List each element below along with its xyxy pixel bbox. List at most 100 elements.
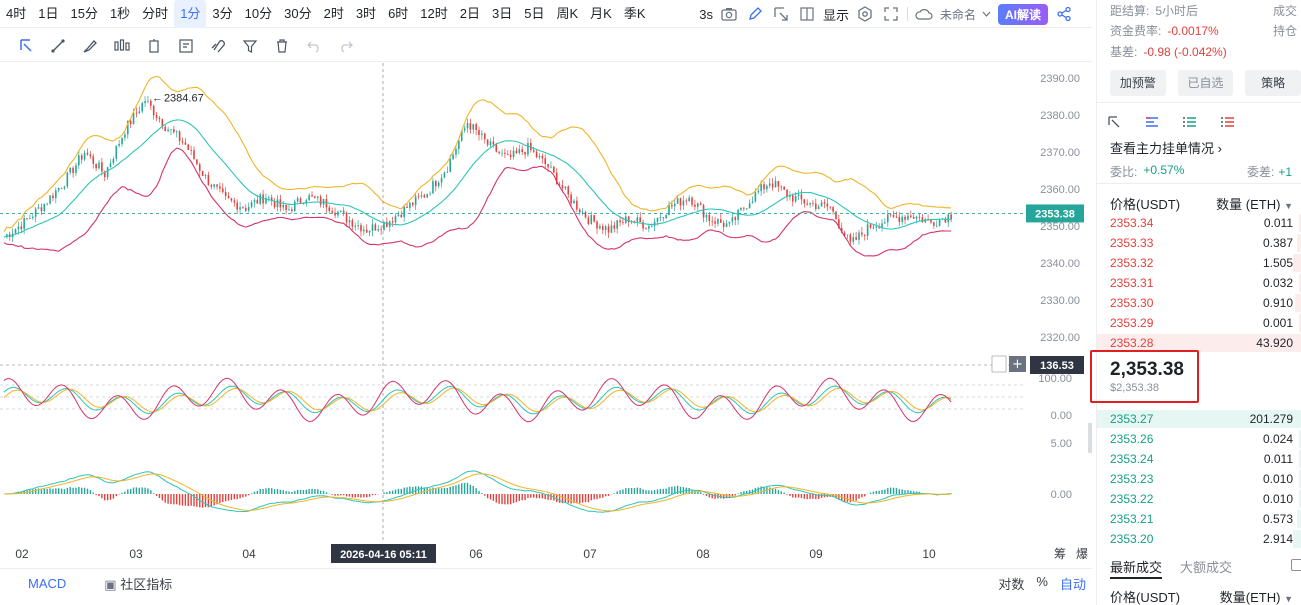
cursor-icon[interactable] <box>16 36 36 56</box>
orderbook-both-icon[interactable] <box>1143 113 1161 131</box>
bid-row[interactable]: 2353.20 2.914 <box>1097 529 1301 549</box>
layout-name[interactable]: 未命名 <box>939 7 976 22</box>
filter-checkbox[interactable] <box>1291 559 1301 571</box>
camera-icon[interactable] <box>719 4 739 24</box>
add-alert-button[interactable]: 加预警 <box>1110 70 1166 96</box>
timeframe-15[interactable]: 5日 <box>524 5 545 21</box>
ruler-icon[interactable] <box>144 36 164 56</box>
add-pane-icon[interactable] <box>1009 356 1026 372</box>
timeframe-16[interactable]: 周K <box>556 5 579 21</box>
timeframe-5[interactable]: 1分 <box>174 0 207 28</box>
brush-icon[interactable] <box>80 36 100 56</box>
orderbook-bids-icon[interactable] <box>1181 113 1199 131</box>
candle-body <box>342 210 345 213</box>
ai-analysis-button[interactable]: AI解读 <box>997 3 1048 25</box>
main-orders-link[interactable]: 查看主力挂单情况 › <box>1097 132 1301 157</box>
bid-row[interactable]: 2353.26 0.024 <box>1097 429 1301 449</box>
ask-row[interactable]: 2353.28 43.920 <box>1097 333 1301 353</box>
panel-collapse-handle[interactable] <box>1088 423 1092 453</box>
candle-body <box>75 165 77 174</box>
select-box-icon[interactable] <box>771 4 791 24</box>
timeframe-9[interactable]: 2时 <box>323 5 344 21</box>
percent-scale-toggle[interactable]: % <box>1036 574 1048 589</box>
orderbook-asks-icon[interactable] <box>1219 113 1237 131</box>
ask-row[interactable]: 2353.32 1.505 <box>1097 253 1301 273</box>
price-chart[interactable]: 2390.00 2380.00 2370.00 2360.00 2350.00 2340.… <box>0 63 1092 568</box>
timeframe-17[interactable]: 月K <box>590 5 612 21</box>
candle-body <box>403 206 405 218</box>
candle-body <box>435 180 437 187</box>
watchlist-button[interactable]: 已自选 <box>1177 70 1234 96</box>
macd-indicator-tab[interactable]: MACD <box>28 576 67 591</box>
candle-body <box>725 223 728 227</box>
timeframe-13[interactable]: 2日 <box>459 5 480 21</box>
tab-latest-trades[interactable]: 最新成交 <box>1110 557 1163 579</box>
bid-row[interactable]: 2353.24 0.011 <box>1097 449 1301 469</box>
timeframe-8[interactable]: 30分 <box>284 5 312 21</box>
candle-body <box>152 105 155 116</box>
timeframe-18[interactable]: 季K <box>623 5 646 21</box>
undo-icon[interactable] <box>304 36 324 56</box>
fullscreen-icon[interactable] <box>881 4 901 24</box>
candle-body <box>509 154 512 158</box>
timeframe-7[interactable]: 10分 <box>244 5 273 21</box>
refresh-interval[interactable]: 3s <box>699 6 713 22</box>
log-scale-toggle[interactable]: 对数 <box>998 577 1025 592</box>
candle-body <box>213 184 215 187</box>
trades-qty-header[interactable]: 数量(ETH) ▼ <box>1220 587 1293 605</box>
ask-row[interactable]: 2353.30 0.910 <box>1097 293 1301 313</box>
price-tick-label: 2340.00 <box>1040 258 1080 270</box>
ask-row[interactable]: 2353.31 0.032 <box>1097 273 1301 293</box>
ask-row[interactable]: 2353.33 0.387 <box>1097 233 1301 253</box>
magnet-icon[interactable] <box>208 36 228 56</box>
candle-body <box>544 158 547 165</box>
orderbook-qty-header[interactable]: 数量 (ETH) ▼ <box>1216 194 1293 213</box>
line-icon[interactable] <box>48 36 68 56</box>
timeframe-3[interactable]: 1秒 <box>109 5 131 21</box>
strategy-button[interactable]: 策略 <box>1245 70 1301 96</box>
share-icon[interactable] <box>1054 4 1074 24</box>
candle-body <box>881 223 883 228</box>
note-icon[interactable] <box>176 36 196 56</box>
liquidation-toggle[interactable]: 爆 <box>1076 547 1088 561</box>
bid-row[interactable]: 2353.23 0.010 <box>1097 469 1301 489</box>
cloud-icon[interactable] <box>914 4 934 24</box>
timeframe-11[interactable]: 6时 <box>388 5 409 21</box>
candles-icon[interactable] <box>112 36 132 56</box>
crosshair-time-label: 2026-04-16 05:11 <box>340 549 427 561</box>
timeframe-6[interactable]: 3分 <box>212 5 233 21</box>
timeframe-1[interactable]: 1日 <box>38 5 59 21</box>
pen-icon[interactable] <box>745 4 765 24</box>
chevron-down-icon[interactable] <box>982 4 992 24</box>
ask-row[interactable]: 2353.29 0.001 <box>1097 313 1301 333</box>
timeframe-0[interactable]: 4时 <box>6 5 27 21</box>
trash-icon[interactable] <box>272 36 292 56</box>
chip-distribution-toggle[interactable]: 筹 <box>1054 547 1066 561</box>
candle-body <box>155 115 158 118</box>
timeframe-4[interactable]: 分时 <box>142 5 169 21</box>
auto-scale-toggle[interactable]: 自动 <box>1059 577 1086 592</box>
candle-body <box>613 225 616 229</box>
timeframe-12[interactable]: 12时 <box>420 5 448 21</box>
expand-pane-icon[interactable] <box>991 355 1007 373</box>
candle-body <box>14 229 17 234</box>
redo-icon[interactable] <box>336 36 356 56</box>
ask-row[interactable]: 2353.34 0.011 <box>1097 213 1301 233</box>
candle-body <box>458 140 460 150</box>
pin-icon[interactable] <box>1105 113 1123 131</box>
bid-row[interactable]: 2353.22 0.010 <box>1097 489 1301 509</box>
bollinger-upper-line <box>3 75 952 232</box>
bid-row[interactable]: 2353.27 201.279 <box>1097 409 1301 429</box>
bid-row[interactable]: 2353.21 0.573 <box>1097 509 1301 529</box>
settings-icon[interactable] <box>855 4 875 24</box>
tab-large-trades[interactable]: 大额成交 <box>1180 560 1233 575</box>
display-button[interactable]: 显示 <box>822 7 849 23</box>
split-icon[interactable] <box>797 4 817 24</box>
timeframe-2[interactable]: 15分 <box>70 5 98 21</box>
community-indicators-button[interactable]: ▣ 社区指标 <box>66 574 172 593</box>
candle-body <box>895 216 898 218</box>
timeframe-14[interactable]: 3日 <box>492 5 513 21</box>
filter-icon[interactable] <box>240 36 260 56</box>
timeframe-10[interactable]: 3时 <box>355 5 377 21</box>
candle-body <box>734 217 737 220</box>
